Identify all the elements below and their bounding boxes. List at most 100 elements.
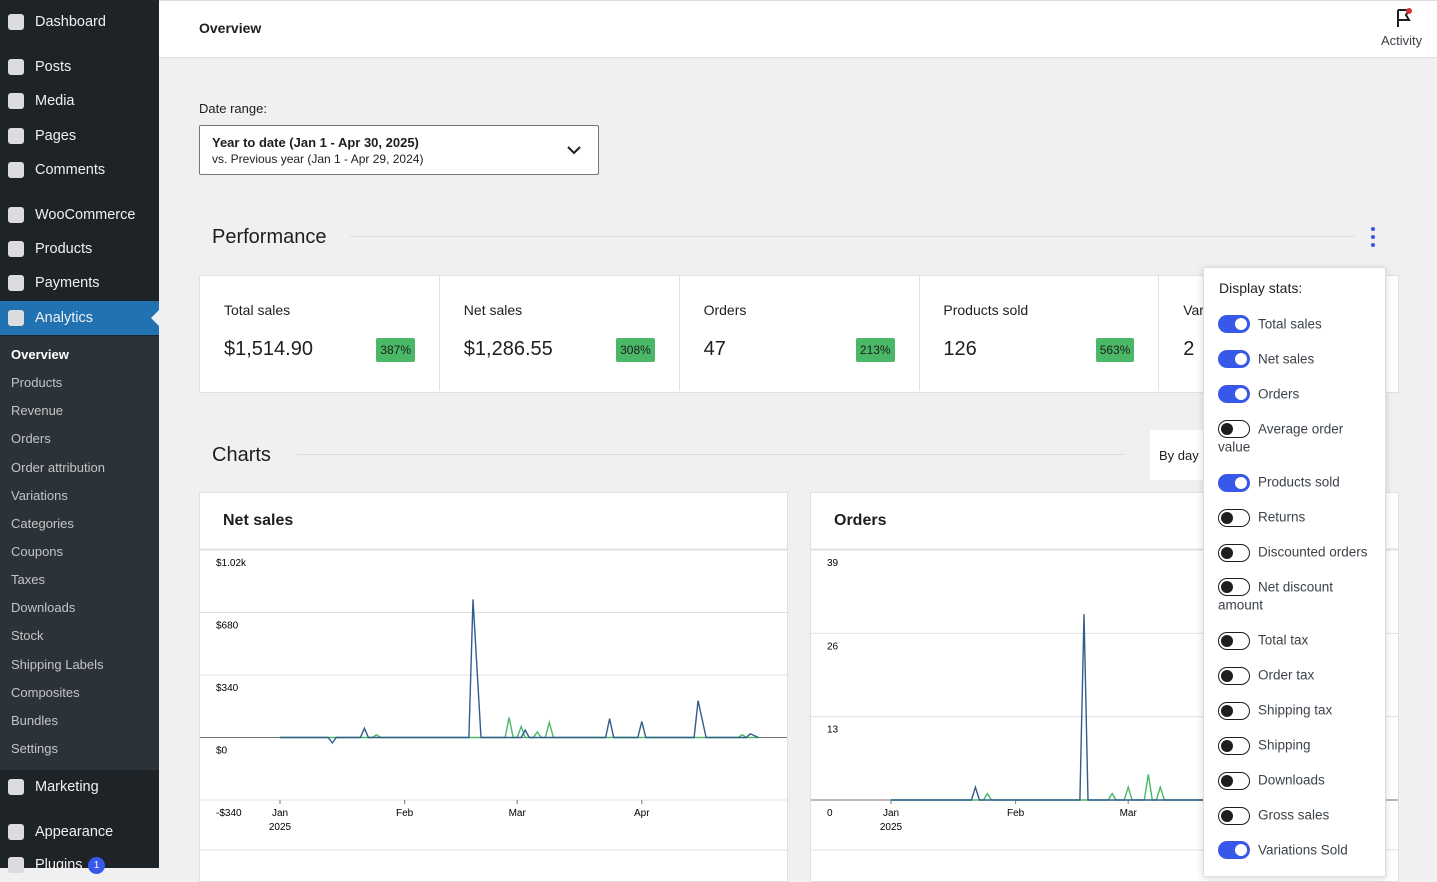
activity-label[interactable]: Activity [1381,33,1423,48]
submenu-item[interactable]: Overview [11,347,69,362]
toggle[interactable] [1218,420,1250,439]
submenu-item[interactable]: Taxes [11,572,45,588]
stat-value: 126 [943,338,977,360]
option-label: Net discount amount [1218,579,1334,613]
stat-card[interactable]: Total sales $1,514.90 387% [200,276,440,391]
option-label: Shipping tax [1258,702,1333,718]
toggle[interactable] [1218,806,1250,825]
menu-item[interactable]: Comments [0,153,159,187]
menu-item[interactable]: Dashboard [0,5,159,39]
toggle-knob [1221,704,1233,717]
menu-label: Dashboard [35,14,106,30]
stat-option[interactable]: Downloads [1218,771,1376,790]
submenu-item[interactable]: Categories [11,515,74,531]
toggle-knob [1221,423,1233,436]
option-label: Variations Sold [1258,842,1348,858]
stat-option[interactable]: Total sales [1218,315,1376,334]
menu-item[interactable]: Analytics [0,301,159,335]
stat-option[interactable]: Returns [1218,508,1376,527]
toggle-knob [1235,388,1247,401]
stat-option[interactable]: Variations Sold [1218,841,1376,860]
submenu-item[interactable]: Variations [11,487,68,503]
y-tick-label: 13 [827,725,839,736]
stat-option[interactable]: Gross sales [1218,806,1376,825]
submenu-item[interactable]: Composites [11,684,80,700]
stat-card[interactable]: Net sales $1,286.55 308% [440,276,680,391]
stat-value: 47 [703,338,726,360]
menu-item[interactable]: Marketing [0,770,159,804]
menu-icon [8,162,24,178]
menu-item[interactable]: Payments [0,266,159,300]
toggle[interactable] [1218,315,1250,334]
option-list: Total sales Net sales Orders Average order … [1218,315,1371,860]
submenu-item[interactable]: Coupons [11,543,64,559]
toggle[interactable] [1218,771,1250,790]
menu-item[interactable]: Media [0,84,159,118]
menu-item[interactable]: Posts [0,50,159,84]
toggle-knob [1235,844,1247,857]
submenu-item[interactable]: Shipping Labels [11,656,104,672]
option-label: Discounted orders [1258,544,1368,560]
stat-option[interactable]: Orders [1218,385,1376,404]
top-bar: Overview Activity [159,0,1437,58]
submenu-item[interactable]: Order attribution [11,459,105,475]
x-tick-label: Mar [1120,808,1138,819]
toggle[interactable] [1218,350,1250,369]
menu-icon [8,14,24,30]
performance-cards: Total sales $1,514.90 387% Net sales $1,286.… [199,275,1400,393]
submenu-item[interactable]: Orders [11,431,51,447]
series-line [891,614,1370,801]
stat-option[interactable]: Shipping [1218,736,1376,755]
admin-sidebar: Dashboard Posts Media Pages Comments WooComme… [0,0,159,874]
menu-item[interactable]: Products [0,232,159,266]
toggle-knob [1221,546,1233,559]
date-range-select[interactable]: Year to date (Jan 1 - Apr 30, 2025) vs. … [199,125,599,175]
option-label: Downloads [1258,772,1325,788]
toggle[interactable] [1218,578,1250,597]
submenu-item[interactable]: Settings [11,740,58,756]
section-title: Charts [212,444,271,466]
x-tick-label: Feb [1007,808,1025,819]
date-range-primary: Year to date (Jan 1 - Apr 30, 2025) [212,135,419,150]
submenu-item[interactable]: Downloads [11,600,76,616]
stat-option[interactable]: Net sales [1218,350,1376,369]
stat-card[interactable]: Products sold 126 563% [919,276,1160,391]
toggle[interactable] [1218,631,1250,650]
page-title: Overview [199,20,262,36]
stat-label: Net sales [463,302,523,318]
toggle[interactable] [1218,736,1250,755]
toggle[interactable] [1218,385,1250,404]
stat-label: Orders [703,302,747,318]
toggle[interactable] [1218,701,1250,720]
menu-icon [8,207,24,223]
stat-option[interactable]: Average order value [1218,420,1376,457]
toggle[interactable] [1218,508,1250,527]
submenu-item[interactable]: Revenue [11,403,64,419]
stat-card[interactable]: Orders 47 213% [680,276,920,391]
submenu-item[interactable]: Bundles [11,712,58,728]
menu-item[interactable]: Plugins 1 [0,848,159,882]
activity-icon[interactable] [1395,7,1413,31]
submenu-item[interactable]: Stock [11,628,44,644]
stat-option[interactable]: Order tax [1218,666,1376,685]
date-range-label: Date range: [199,101,267,116]
submenu-item[interactable]: Products [11,375,63,391]
menu-item[interactable]: Pages [0,119,159,153]
stat-option[interactable]: Products sold [1218,473,1376,492]
toggle-knob [1235,318,1247,331]
stat-option[interactable]: Net discount amount [1218,578,1376,615]
stat-option[interactable]: Total tax [1218,631,1376,650]
stat-option[interactable]: Shipping tax [1218,701,1376,720]
menu-icon [8,93,24,109]
toggle[interactable] [1218,473,1250,492]
stat-option[interactable]: Discounted orders [1218,543,1376,562]
toggle[interactable] [1218,841,1250,860]
option-label: Returns [1258,509,1306,525]
toggle[interactable] [1218,543,1250,562]
menu-item[interactable]: Appearance [0,815,159,849]
more-menu[interactable] [1368,226,1378,250]
menu-label: Media [35,93,75,109]
toggle[interactable] [1218,666,1250,685]
menu-item[interactable]: WooCommerce [0,198,159,232]
